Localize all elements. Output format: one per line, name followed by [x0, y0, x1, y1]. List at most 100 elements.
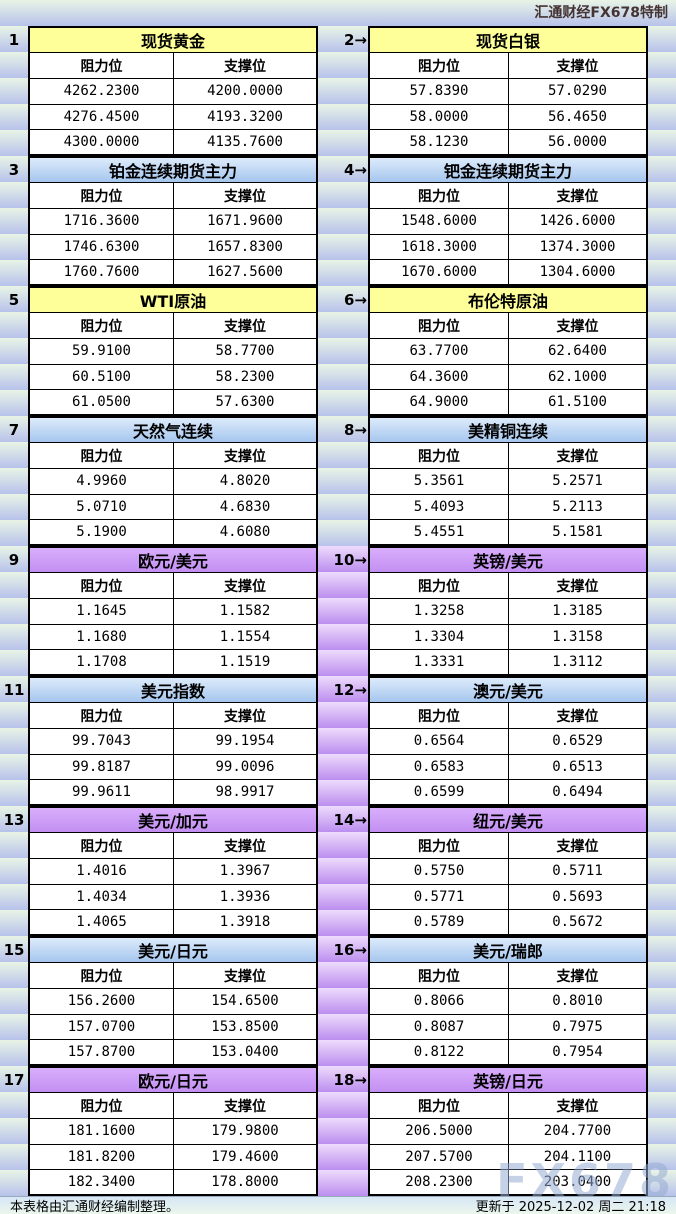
- panel-1: 现货黄金 阻力位 支撑位 4262.2300 4200.0000 4276.4500 419…: [28, 26, 318, 156]
- panel-number-arrow: 6→: [343, 291, 367, 309]
- panel-header-row: 阻力位 支撑位: [370, 53, 646, 79]
- support-header: 支撑位: [173, 313, 316, 339]
- footer: 本表格由汇通财经编制整理。 更新于 2025-12-02 周二 21:18: [0, 1196, 676, 1214]
- panel-17: 欧元/日元 阻力位 支撑位 181.1600 179.9800 181.8200 179.4…: [28, 1066, 318, 1196]
- resistance-value: 5.0710: [30, 493, 173, 519]
- divider-col: 2→: [318, 26, 368, 156]
- support-value: 62.6400: [508, 338, 646, 364]
- divider-col: 18→: [318, 1066, 368, 1196]
- support-value: 153.0400: [173, 1038, 316, 1064]
- table-row: 99.8187 99.0096: [30, 753, 316, 779]
- resistance-value: 64.3600: [370, 363, 508, 389]
- resistance-value: 0.8122: [370, 1038, 508, 1064]
- panel-number-arrow: 18→: [333, 1071, 367, 1089]
- support-value: 1.1554: [173, 623, 316, 649]
- resistance-header: 阻力位: [418, 318, 460, 335]
- resistance-value: 182.3400: [30, 1168, 173, 1194]
- panel-title: 英镑/日元: [370, 1068, 646, 1094]
- table-row: 1760.7600 1627.5600: [30, 258, 316, 284]
- resistance-header: 阻力位: [418, 448, 460, 465]
- panel-number: 11: [3, 681, 25, 699]
- resistance-value: 5.4093: [370, 493, 508, 519]
- resistance-value: 181.8200: [30, 1143, 173, 1169]
- resistance-value: 59.9100: [30, 338, 173, 363]
- table-row: 1.1708 1.1519: [30, 648, 316, 674]
- table-row: 0.6599 0.6494: [370, 778, 646, 804]
- resistance-value: 64.9000: [370, 388, 508, 414]
- panel-header-row: 阻力位 支撑位: [370, 573, 646, 599]
- panel-title: 天然气连续: [30, 418, 316, 444]
- divider-col: 4→: [318, 156, 368, 286]
- panel-header-row: 阻力位 支撑位: [370, 963, 646, 989]
- support-header: 支撑位: [508, 963, 646, 989]
- table-row: 181.8200 179.4600: [30, 1143, 316, 1169]
- panel-title: 美元/加元: [30, 808, 316, 834]
- table-row: 1618.3000 1374.3000: [370, 233, 646, 259]
- support-value: 0.7975: [508, 1013, 646, 1039]
- panel-number-arrow: 4→: [343, 161, 367, 179]
- left-number-col: 9: [0, 546, 28, 676]
- panel-number: 13: [3, 811, 25, 829]
- support-value: 0.6513: [508, 753, 646, 779]
- resistance-value: 61.0500: [30, 388, 173, 414]
- resistance-value: 1618.3000: [370, 233, 508, 259]
- resistance-value: 4.9960: [30, 468, 173, 493]
- resistance-header: 阻力位: [80, 838, 123, 855]
- right-edge-strip: [648, 286, 676, 416]
- panel-header-row: 阻力位 支撑位: [370, 703, 646, 729]
- resistance-header: 阻力位: [418, 188, 460, 205]
- panel-title: 铂金连续期货主力: [30, 158, 316, 184]
- panel-number-arrow: 14→: [333, 811, 367, 829]
- resistance-value: 58.0000: [370, 103, 508, 129]
- table-row: 5.0710 4.6830: [30, 493, 316, 519]
- support-value: 0.8010: [508, 988, 646, 1014]
- support-value: 57.6300: [173, 388, 316, 414]
- resistance-value: 208.2300: [370, 1168, 508, 1194]
- panel-title: 澳元/美元: [370, 678, 646, 704]
- resistance-value: 0.6564: [370, 728, 508, 753]
- panel-header-row: 阻力位 支撑位: [370, 313, 646, 339]
- table-row: 1.4065 1.3918: [30, 908, 316, 934]
- support-value: 154.6500: [173, 988, 316, 1014]
- panel-header-row: 阻力位 支撑位: [30, 53, 316, 79]
- support-value: 62.1000: [508, 363, 646, 389]
- panel-title: 钯金连续期货主力: [370, 158, 646, 184]
- support-value: 58.7700: [173, 338, 316, 364]
- support-header: 支撑位: [508, 53, 646, 79]
- left-number-col: 11: [0, 676, 28, 806]
- panel-title: 现货黄金: [30, 28, 316, 54]
- panel-title: 美元/日元: [30, 938, 316, 964]
- table-row: 1.1645 1.1582: [30, 598, 316, 624]
- table-row: 1548.6000 1426.6000: [370, 208, 646, 234]
- support-value: 1657.8300: [173, 233, 316, 259]
- panel-4: 钯金连续期货主力 阻力位 支撑位 1548.6000 1426.6000 1618.300…: [368, 156, 648, 286]
- support-value: 5.1581: [508, 518, 646, 544]
- resistance-value: 0.8087: [370, 1013, 508, 1039]
- table-row: 58.1230 56.0000: [370, 128, 646, 154]
- table-row: 60.5100 58.2300: [30, 363, 316, 389]
- resistance-header: 阻力位: [418, 1098, 460, 1115]
- table-row: 1716.3600 1671.9600: [30, 208, 316, 234]
- support-header: 支撑位: [173, 573, 316, 599]
- table-row: 0.6564 0.6529: [370, 728, 646, 754]
- support-value: 0.6529: [508, 728, 646, 754]
- resistance-value: 1.3258: [370, 598, 508, 623]
- block-row: 17 欧元/日元 阻力位 支撑位 181.1600 179.9800 181.8200 179…: [0, 1066, 676, 1196]
- panel-header-row: 阻力位 支撑位: [30, 443, 316, 469]
- support-value: 56.4650: [508, 103, 646, 129]
- resistance-value: 1670.6000: [370, 258, 508, 284]
- resistance-value: 0.5771: [370, 883, 508, 909]
- panel-16: 美元/瑞郎 阻力位 支撑位 0.8066 0.8010 0.8087 0.7975 0.812…: [368, 936, 648, 1066]
- panel-grid: 1 现货黄金 阻力位 支撑位 4262.2300 4200.0000 4276.4500 41…: [0, 26, 676, 1196]
- panel-number: 5: [8, 291, 20, 309]
- support-value: 0.7954: [508, 1038, 646, 1064]
- panel-9: 欧元/美元 阻力位 支撑位 1.1645 1.1582 1.1680 1.1554 1.170…: [28, 546, 318, 676]
- resistance-value: 157.8700: [30, 1038, 173, 1064]
- support-header: 支撑位: [173, 963, 316, 989]
- table-row: 4300.0000 4135.7600: [30, 128, 316, 154]
- panel-13: 美元/加元 阻力位 支撑位 1.4016 1.3967 1.4034 1.3936 1.406…: [28, 806, 318, 936]
- support-header: 支撑位: [508, 703, 646, 729]
- table-row: 0.5750 0.5711: [370, 858, 646, 884]
- table-row: 5.1900 4.6080: [30, 518, 316, 544]
